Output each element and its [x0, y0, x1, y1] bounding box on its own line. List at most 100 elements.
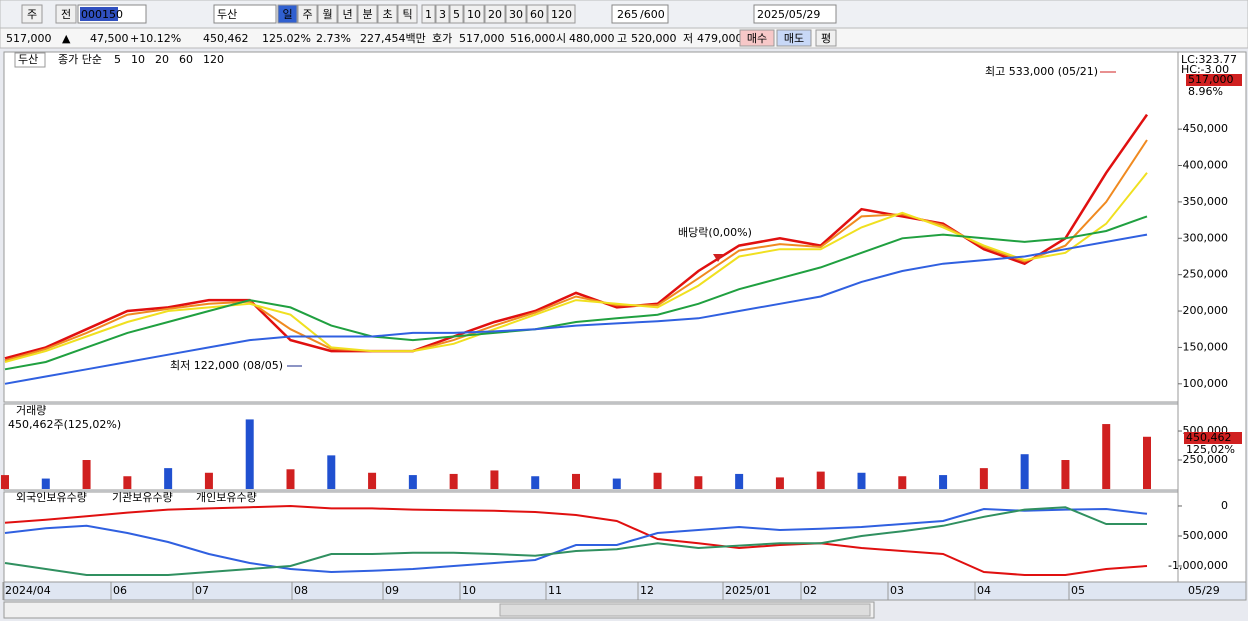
buy-box[interactable] — [739, 29, 775, 47]
stock-name: 두산 — [217, 8, 237, 21]
volume-bar — [1020, 454, 1029, 489]
hc: HC:-3.00 — [1181, 63, 1229, 76]
quote-low-label: 저 — [683, 32, 693, 45]
last-volume-box — [1184, 432, 1242, 444]
legend-item: 10 — [131, 53, 145, 66]
quote-rate: +10.12% — [130, 32, 181, 45]
avg-button-box[interactable] — [815, 29, 837, 47]
y-tick-label: 400,000 — [1183, 159, 1229, 172]
volume-bar — [368, 472, 377, 489]
volume-bar — [490, 470, 499, 489]
count: 265 — [617, 8, 638, 21]
count-button-box[interactable] — [526, 4, 548, 24]
volume-pane — [3, 403, 1179, 491]
name-input[interactable] — [213, 4, 277, 24]
date-label: 11 — [548, 584, 562, 597]
quote-change: 47,500 — [90, 32, 129, 45]
quote-open-label: 시 — [556, 32, 566, 45]
sell-button: 매도 — [784, 32, 804, 45]
quote-price: 517,000 — [6, 32, 52, 45]
period-button-box[interactable] — [297, 4, 318, 24]
volume-bar — [408, 475, 417, 489]
count-button: 5 — [453, 8, 460, 21]
volume-bar — [327, 455, 336, 489]
lc: LC:323.77 — [1181, 53, 1237, 66]
count-button: 60 — [530, 8, 544, 21]
avg-button: 평 — [821, 32, 831, 45]
quote-arrow: ▲ — [62, 32, 71, 45]
period-button: 틱 — [402, 8, 412, 21]
y-tick-label: -500,000 — [1179, 529, 1228, 542]
quote-ask: 517,000 — [459, 32, 505, 45]
period-button: 주 — [302, 8, 312, 21]
last-price-box — [1186, 74, 1242, 86]
total: /600 — [640, 8, 665, 21]
last-price: 517,000 — [1188, 73, 1234, 86]
volume-bar — [41, 478, 50, 489]
buy-button: 매수 — [747, 32, 767, 45]
count-button-box[interactable] — [435, 4, 450, 24]
prev: 전 — [61, 8, 71, 21]
series-line — [4, 233, 1148, 385]
period-button-box[interactable] — [317, 4, 338, 24]
period-button: 년 — [342, 8, 352, 21]
date-axis — [3, 581, 1247, 601]
code-select — [80, 7, 118, 21]
period-button-box[interactable] — [377, 4, 398, 24]
legend-prefix: 종가 단순 — [58, 53, 102, 66]
scroll-thumb[interactable] — [499, 603, 871, 617]
count-button-box[interactable] — [484, 4, 506, 24]
quote-turnover: 2.73% — [316, 32, 351, 45]
date-label: 03 — [890, 584, 904, 597]
date-label: 06 — [113, 584, 127, 597]
period-button-box[interactable] — [337, 4, 358, 24]
volume-bar — [939, 475, 948, 489]
quote-volume: 450,462 — [203, 32, 249, 45]
date-label: 09 — [385, 584, 399, 597]
count-button-box[interactable] — [547, 4, 576, 24]
period-button-box[interactable] — [357, 4, 378, 24]
count-button-box[interactable] — [421, 4, 436, 24]
quote-volume-rate: 125.02% — [262, 32, 311, 45]
quote-high-label: 고 — [617, 32, 627, 45]
quote-high: 520,000 — [631, 32, 677, 45]
y-tick-label: 350,000 — [1183, 195, 1229, 208]
date-input[interactable] — [753, 4, 837, 24]
date-label: 04 — [977, 584, 991, 597]
volume-bar — [1143, 436, 1151, 489]
period-button: 월 — [322, 8, 332, 21]
market-box[interactable] — [21, 4, 43, 24]
y-tick-label: 250,000 — [1183, 268, 1229, 281]
stock-tag — [14, 52, 46, 68]
period-button-box[interactable] — [277, 4, 298, 24]
volume-subtitle: 450,462주(125,02%) — [8, 418, 121, 431]
legend-item: 60 — [179, 53, 193, 66]
period-button-box[interactable] — [397, 4, 418, 24]
series-line — [4, 506, 1147, 576]
count-button-box[interactable] — [505, 4, 527, 24]
last-rate: 8.96% — [1188, 85, 1223, 98]
prev-box[interactable] — [55, 4, 77, 24]
legend-item: 개인보유수량 — [196, 491, 257, 504]
date-label: 08 — [294, 584, 308, 597]
y-tick-label: 450,000 — [1183, 122, 1229, 135]
legend-item: 기관보유수량 — [112, 491, 173, 504]
dividend-arrow — [713, 254, 723, 262]
y-axis-area — [1177, 51, 1247, 583]
period-button: 일 — [282, 7, 292, 21]
volume-bar — [123, 476, 132, 489]
price-pane — [3, 51, 1179, 403]
count-button: 120 — [551, 8, 572, 21]
y-tick-label: 0 — [1221, 499, 1228, 512]
volume-bar — [694, 476, 703, 489]
count-button: 3 — [439, 8, 446, 21]
sell-box[interactable] — [776, 29, 812, 47]
series-line — [4, 215, 1148, 371]
count-button-box[interactable] — [449, 4, 464, 24]
count-input[interactable] — [611, 4, 669, 24]
date-label: 2025/01 — [725, 584, 771, 597]
volume-bar — [204, 472, 213, 489]
count-button-box[interactable] — [463, 4, 485, 24]
y-tick-label: 250,000 — [1183, 453, 1229, 466]
